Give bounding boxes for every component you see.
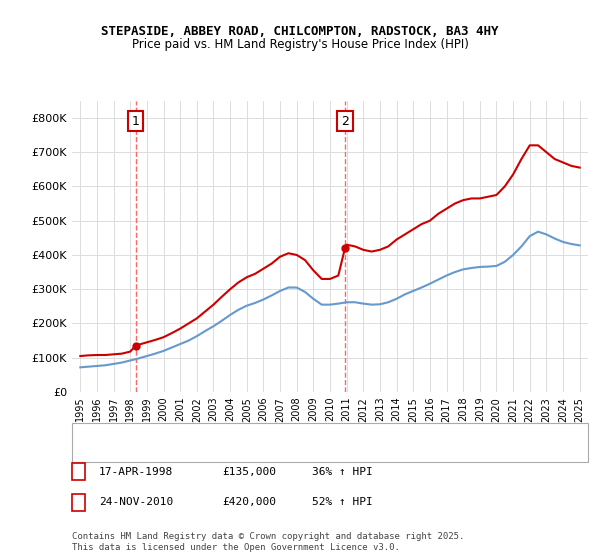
Text: HPI: Average price, detached house, Somerset: HPI: Average price, detached house, Some… (99, 448, 358, 458)
Text: —: — (84, 444, 101, 462)
Text: 2: 2 (341, 115, 349, 128)
Text: 24-NOV-2010: 24-NOV-2010 (99, 497, 173, 507)
Text: 1: 1 (132, 115, 140, 128)
Text: STEPASIDE, ABBEY ROAD, CHILCOMPTON, RADSTOCK, BA3 4HY: STEPASIDE, ABBEY ROAD, CHILCOMPTON, RADS… (101, 25, 499, 38)
Text: —: — (84, 423, 101, 441)
Text: STEPASIDE, ABBEY ROAD, CHILCOMPTON, RADSTOCK, BA3 4HY (detached house): STEPASIDE, ABBEY ROAD, CHILCOMPTON, RADS… (99, 427, 510, 437)
Text: Price paid vs. HM Land Registry's House Price Index (HPI): Price paid vs. HM Land Registry's House … (131, 38, 469, 51)
Text: 1: 1 (75, 466, 82, 477)
Text: Contains HM Land Registry data © Crown copyright and database right 2025.
This d: Contains HM Land Registry data © Crown c… (72, 532, 464, 552)
Text: 17-APR-1998: 17-APR-1998 (99, 466, 173, 477)
Text: £135,000: £135,000 (222, 466, 276, 477)
Text: 52% ↑ HPI: 52% ↑ HPI (312, 497, 373, 507)
Text: 36% ↑ HPI: 36% ↑ HPI (312, 466, 373, 477)
Text: £420,000: £420,000 (222, 497, 276, 507)
Text: 2: 2 (75, 497, 82, 507)
